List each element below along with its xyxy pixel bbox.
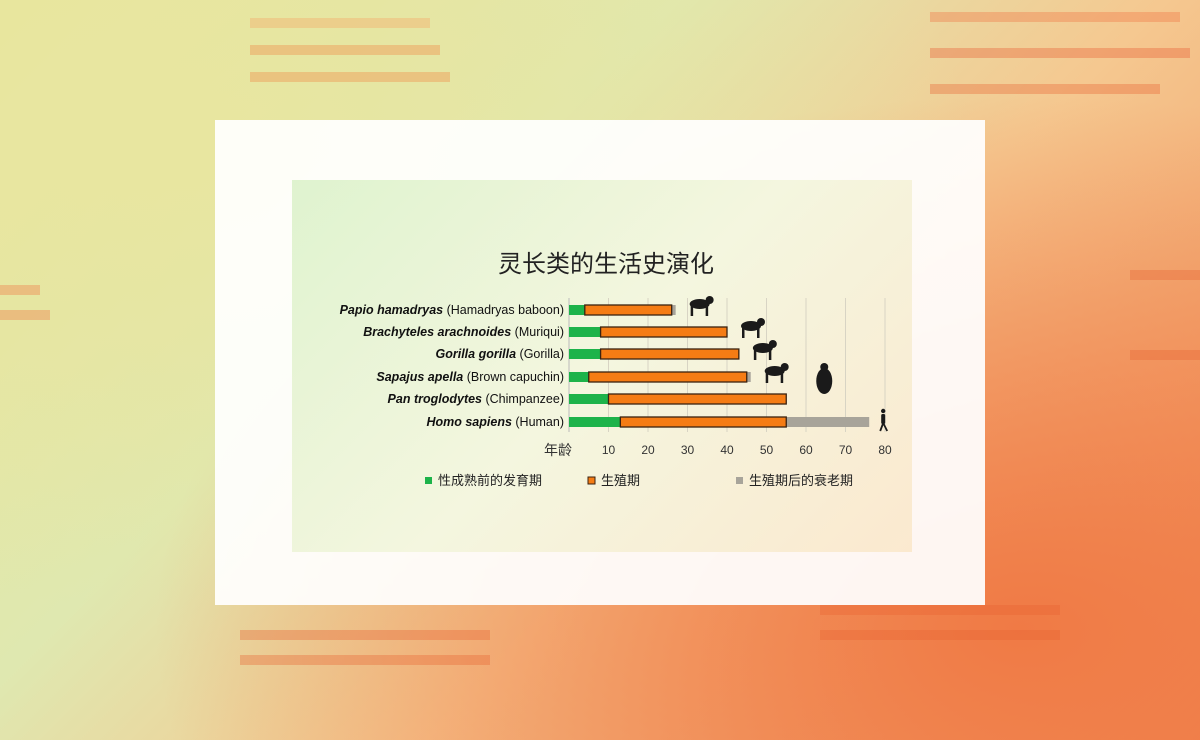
x-tick-label: 50 bbox=[760, 443, 774, 457]
bar-segment-post-reproductive bbox=[786, 417, 870, 427]
bar-segment-reproductive bbox=[599, 348, 740, 360]
x-tick-label: 60 bbox=[799, 443, 813, 457]
background-bar bbox=[820, 605, 1060, 615]
bar-segment-reproductive bbox=[619, 416, 787, 428]
bar-segment-post-reproductive bbox=[671, 305, 676, 315]
bar-segment-development bbox=[569, 372, 589, 382]
bar-segment-reproductive bbox=[584, 304, 673, 316]
background-bar bbox=[0, 310, 50, 320]
category-label: Sapajus apella (Brown capuchin) bbox=[376, 370, 564, 384]
category-label: Pan troglodytes (Chimpanzee) bbox=[388, 392, 564, 406]
category-label: Gorilla gorilla (Gorilla) bbox=[436, 347, 565, 361]
x-tick-label: 70 bbox=[839, 443, 853, 457]
background-bar bbox=[240, 655, 490, 665]
bar-segment-development bbox=[569, 394, 609, 404]
bar-segment-reproductive bbox=[607, 393, 787, 405]
background-bar bbox=[930, 48, 1190, 58]
bar-segment-post-reproductive bbox=[746, 372, 751, 382]
bar-segment-development bbox=[569, 417, 621, 427]
background-bar bbox=[250, 72, 450, 82]
chart: 灵长类的生活史演化 10 20 30 40 50 60 70 80 年龄 Papio hamadry… bbox=[340, 251, 892, 488]
legend-label: 生殖期后的衰老期 bbox=[749, 473, 853, 488]
baboon-silhouette-icon bbox=[689, 296, 714, 316]
x-axis-label: 年龄 bbox=[544, 442, 572, 458]
bar-segment-development bbox=[569, 305, 585, 315]
bar-segment-reproductive bbox=[588, 371, 748, 383]
x-tick-label: 20 bbox=[641, 443, 655, 457]
background-bar bbox=[820, 630, 1060, 640]
background-bar bbox=[240, 630, 490, 640]
background-bar bbox=[0, 285, 40, 295]
background-bar bbox=[250, 18, 430, 28]
chimpanzee-silhouette-icon bbox=[816, 363, 833, 394]
x-tick-label: 10 bbox=[602, 443, 616, 457]
background-bar bbox=[1130, 270, 1200, 280]
bar-segment-development bbox=[569, 327, 601, 337]
bar-segment-development bbox=[569, 349, 601, 359]
category-label: Brachyteles arachnoides (Muriqui) bbox=[363, 325, 564, 339]
chart-panel: 灵长类的生活史演化 10 20 30 40 50 60 70 80 年龄 Papio hamadry… bbox=[292, 180, 912, 552]
category-label: Homo sapiens (Human) bbox=[426, 415, 564, 429]
bar-segment-reproductive bbox=[599, 326, 728, 338]
background-bar bbox=[250, 45, 440, 55]
legend-label: 性成熟前的发育期 bbox=[438, 473, 542, 488]
legend-swatch bbox=[587, 476, 596, 485]
capuchin-silhouette-icon bbox=[764, 363, 789, 383]
background-bar bbox=[1130, 350, 1200, 360]
chart-title: 灵长类的生活史演化 bbox=[498, 251, 714, 278]
legend-swatch bbox=[736, 477, 743, 484]
x-tick-label: 80 bbox=[878, 443, 892, 457]
gorilla-silhouette-icon bbox=[752, 340, 777, 360]
muriqui-silhouette-icon bbox=[741, 318, 765, 338]
x-tick-label: 30 bbox=[681, 443, 695, 457]
background-bar bbox=[930, 12, 1180, 22]
legend-swatch bbox=[425, 477, 432, 484]
category-label: Papio hamadryas (Hamadryas baboon) bbox=[340, 303, 564, 317]
background-bar bbox=[930, 84, 1160, 94]
legend-label: 生殖期 bbox=[601, 473, 640, 488]
human-silhouette-icon bbox=[879, 408, 889, 432]
x-tick-label: 40 bbox=[720, 443, 734, 457]
